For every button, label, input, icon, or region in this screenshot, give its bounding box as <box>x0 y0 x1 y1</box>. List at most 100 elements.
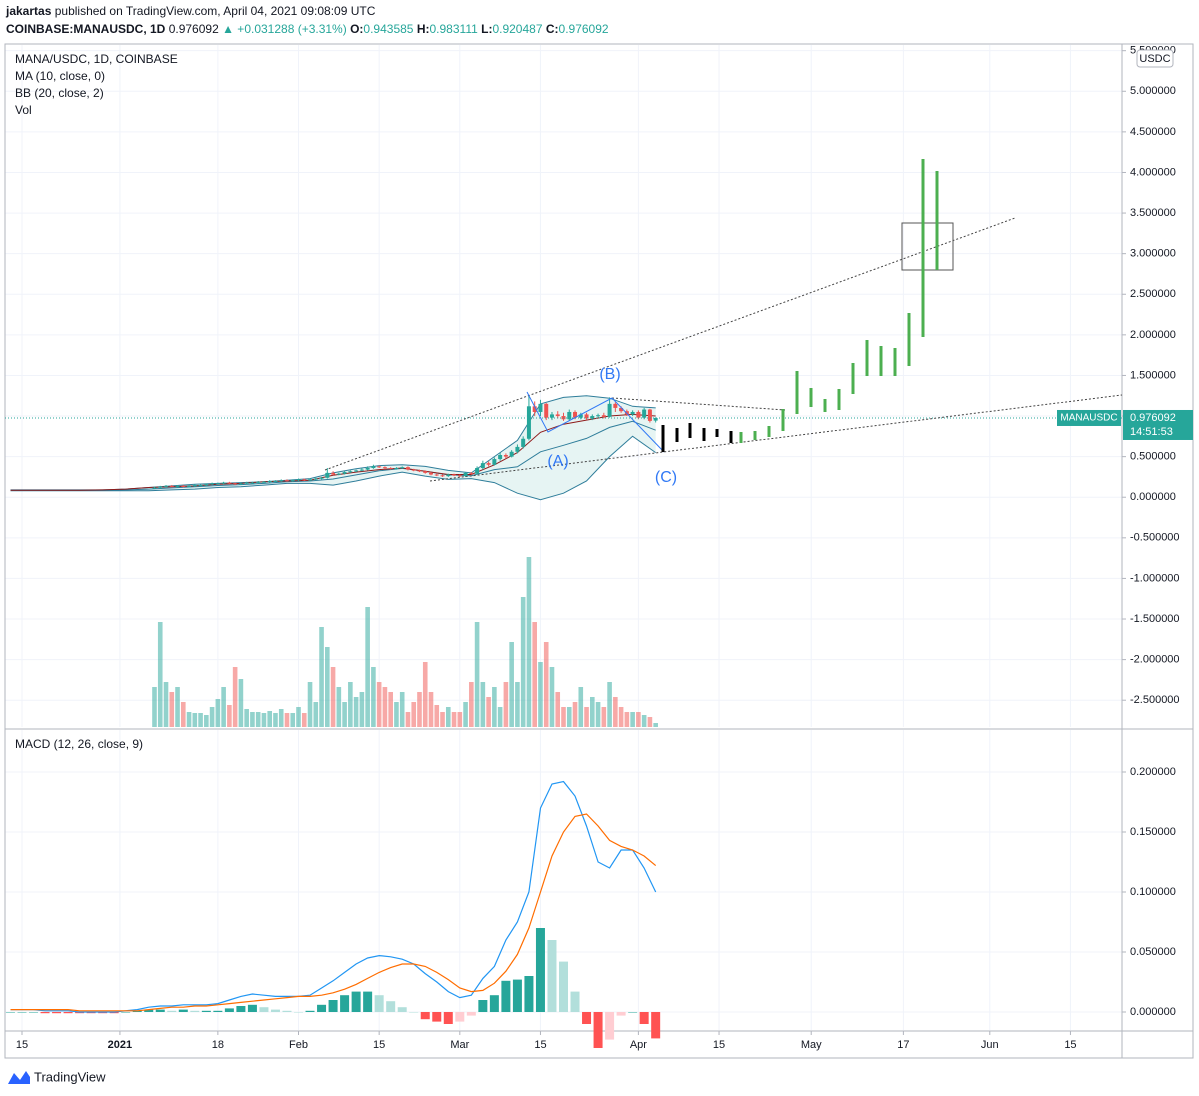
volume-bar <box>497 707 503 727</box>
projected-bar <box>837 389 841 410</box>
legend-vol: Vol <box>15 103 32 117</box>
legend-bb: BB (20, close, 2) <box>15 86 104 100</box>
volume-bar <box>382 687 388 727</box>
y-tick-label: 0.000000 <box>1130 1006 1176 1018</box>
macd-histogram-bar <box>651 1012 661 1039</box>
x-tick-label: Jun <box>981 1039 999 1051</box>
candle-body <box>457 475 462 477</box>
projected-bar <box>823 399 827 412</box>
volume-bar <box>325 647 330 727</box>
volume-bar <box>180 702 186 727</box>
volume-bar <box>417 692 422 727</box>
x-tick-label: 15 <box>713 1039 725 1051</box>
candle-body <box>302 479 307 481</box>
candle-body <box>284 480 289 482</box>
macd-histogram-bar <box>524 976 534 1012</box>
y-tick-label: 2.000000 <box>1130 329 1176 341</box>
volume-bar <box>543 642 549 727</box>
macd-histogram-bar <box>121 1012 131 1013</box>
countdown-label: 14:51:53 <box>1130 426 1173 438</box>
x-tick-label: 18 <box>212 1039 224 1051</box>
candle-body <box>515 446 520 452</box>
macd-line <box>10 813 657 1012</box>
x-tick-label: Mar <box>450 1039 469 1051</box>
macd-histogram-bar <box>282 1010 292 1012</box>
target-box <box>901 222 954 271</box>
projected-bar <box>879 346 883 376</box>
volume-bar <box>342 702 347 727</box>
footer-logo: TradingView <box>8 1069 106 1084</box>
volume-bar <box>457 712 463 727</box>
candle-body <box>411 469 416 471</box>
volume-bar <box>440 712 445 727</box>
currency-box[interactable] <box>1136 49 1174 68</box>
candle-body <box>261 481 266 483</box>
y-tick-label: 0.050000 <box>1130 946 1176 958</box>
macd-histogram-bar <box>582 1012 592 1024</box>
volume-bar <box>566 707 572 727</box>
candle-body <box>642 409 647 418</box>
price-label-bg <box>1123 409 1193 440</box>
macd-histogram-bar <box>190 1010 200 1012</box>
candle-body <box>492 459 497 465</box>
candle-body <box>336 473 341 475</box>
projected-bar <box>688 423 692 438</box>
candle-body <box>607 403 612 417</box>
candle-body <box>647 409 652 421</box>
y-tick-label: 0.100000 <box>1130 886 1176 898</box>
bb-fill <box>10 395 656 500</box>
volume-bar <box>244 709 249 727</box>
published: published on TradingView.com, April 04, … <box>54 4 376 18</box>
y-tick-label: -2.000000 <box>1130 654 1180 666</box>
y-tick-label: -1.500000 <box>1130 613 1180 625</box>
volume-bar <box>503 682 509 727</box>
volume-bar <box>411 702 417 727</box>
legend-macd: MACD (12, 26, close, 9) <box>15 737 143 751</box>
candle-body <box>584 414 589 419</box>
candle-body <box>152 487 157 489</box>
macd-histogram-bar <box>501 980 511 1012</box>
candle-body <box>308 479 313 481</box>
macd-histogram-bar <box>489 995 499 1012</box>
currency[interactable]: USDC <box>1139 53 1170 65</box>
volume-bar <box>278 709 284 727</box>
projected-bar <box>661 425 665 452</box>
macd-histogram-bar <box>167 1010 177 1012</box>
projected-bar <box>851 363 855 394</box>
projected-bar <box>767 426 771 437</box>
volume-bar <box>578 687 584 727</box>
candle-body <box>313 478 318 480</box>
macd-histogram-bar <box>512 979 522 1012</box>
volume-bar <box>238 679 244 727</box>
candle-body <box>567 411 572 420</box>
volume-bar <box>371 667 376 727</box>
candle-body <box>388 468 393 470</box>
candle-body <box>590 416 595 419</box>
c-label: C: <box>545 22 559 36</box>
candle-body <box>348 471 353 473</box>
candle-body <box>164 485 169 487</box>
candle-body <box>204 484 209 486</box>
candle-body <box>158 486 163 488</box>
volume-bar <box>601 707 607 727</box>
candle-body <box>475 468 480 474</box>
candle-body <box>549 414 554 418</box>
candle-body <box>359 469 364 471</box>
y-tick-label: -0.500000 <box>1130 532 1180 544</box>
macd-histogram-bar <box>420 1012 430 1020</box>
x-tick-label: 15 <box>1064 1039 1076 1051</box>
wave-label: (A) <box>547 453 568 470</box>
macd-histogram-bar <box>570 991 580 1012</box>
y-tick-label: -2.500000 <box>1130 694 1180 706</box>
candle-body <box>452 474 457 476</box>
candle-body <box>434 474 439 476</box>
grid: 15202118Feb15Mar15Apr15May17Jun155.50000… <box>5 45 1180 1051</box>
candle-body <box>573 411 578 418</box>
y-tick-label: 2.500000 <box>1130 288 1176 300</box>
candle-body <box>238 483 243 485</box>
volume-bar <box>307 682 313 727</box>
volume-bar <box>405 712 411 727</box>
macd-histogram-bar <box>397 1007 407 1012</box>
y-tick-label: 3.500000 <box>1130 207 1176 219</box>
volume-bar <box>152 687 157 727</box>
